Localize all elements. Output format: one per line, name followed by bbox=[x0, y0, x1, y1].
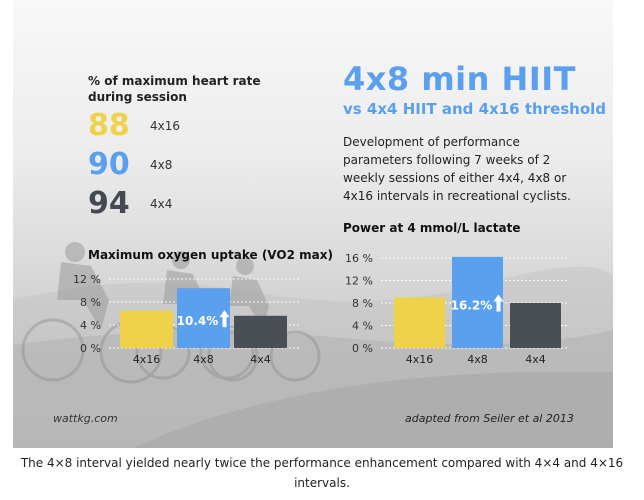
power-xtick-label: 4x8 bbox=[467, 353, 488, 366]
figure-caption: The 4×8 interval yielded nearly twice th… bbox=[20, 456, 624, 490]
power-data-label: 16.2% bbox=[451, 298, 493, 312]
power-ytick-label: 0 % bbox=[352, 342, 373, 355]
vo2-ytick-label: 4 % bbox=[80, 319, 101, 332]
vo2-xtick-label: 4x8 bbox=[193, 353, 214, 366]
up-arrow-icon bbox=[493, 294, 504, 312]
heart-rate-tag: 4x16 bbox=[150, 119, 181, 133]
heart-rate-label: % of maximum heart rate during session bbox=[88, 74, 261, 104]
power-ytick-label: 16 % bbox=[345, 252, 373, 265]
power-ytick-label: 8 % bbox=[352, 297, 373, 310]
vo2-bar-4x8 bbox=[177, 288, 230, 348]
heart-rate-tag: 4x8 bbox=[150, 158, 173, 172]
power-xtick-label: 4x16 bbox=[406, 353, 434, 366]
power-bar-4x4 bbox=[510, 303, 561, 348]
heart-rate-value: 88 bbox=[88, 108, 130, 143]
power-bar-4x8 bbox=[452, 256, 503, 348]
power-ytick-label: 12 % bbox=[345, 275, 373, 288]
vo2-xtick-label: 4x16 bbox=[133, 353, 161, 366]
heart-rate-value: 94 bbox=[88, 186, 130, 221]
vo2-chart-title: Maximum oxygen uptake (VO2 max) bbox=[88, 248, 333, 262]
vo2-ytick-label: 8 % bbox=[80, 296, 101, 309]
power-xtick-label: 4x4 bbox=[525, 353, 546, 366]
infographic-card: % of maximum heart rate during session 8… bbox=[13, 0, 613, 448]
heart-rate-tag: 4x4 bbox=[150, 197, 173, 211]
power-bar-4x16 bbox=[394, 297, 445, 348]
description: Development of performance parameters fo… bbox=[343, 135, 571, 203]
heart-rate-value: 90 bbox=[88, 147, 130, 182]
power-chart-title: Power at 4 mmol/L lactate bbox=[343, 221, 521, 235]
vo2-data-label: 10.4% bbox=[177, 314, 219, 328]
vo2-xtick-label: 4x4 bbox=[250, 353, 271, 366]
vo2-ytick-label: 12 % bbox=[73, 273, 101, 286]
vo2-bar-4x16 bbox=[120, 310, 173, 348]
vo2-chart: 0 % 4 % 8 % 12 % 4x16 4x8 10.4% 4x4 bbox=[73, 273, 299, 366]
main-title: 4x8 min HIIT bbox=[343, 60, 576, 98]
power-ytick-label: 4 % bbox=[352, 320, 373, 333]
vo2-ytick-label: 0 % bbox=[80, 342, 101, 355]
vo2-bar-4x4 bbox=[234, 315, 287, 348]
subtitle: vs 4x4 HIIT and 4x16 threshold bbox=[343, 100, 607, 118]
up-arrow-icon bbox=[219, 310, 230, 328]
power-chart: 0 % 4 % 8 % 12 % 16 % 4x16 4x8 16.2% 4x4 bbox=[345, 252, 567, 366]
source-site: wattkg.com bbox=[53, 412, 118, 425]
citation: adapted from Seiler et al 2013 bbox=[405, 412, 574, 425]
